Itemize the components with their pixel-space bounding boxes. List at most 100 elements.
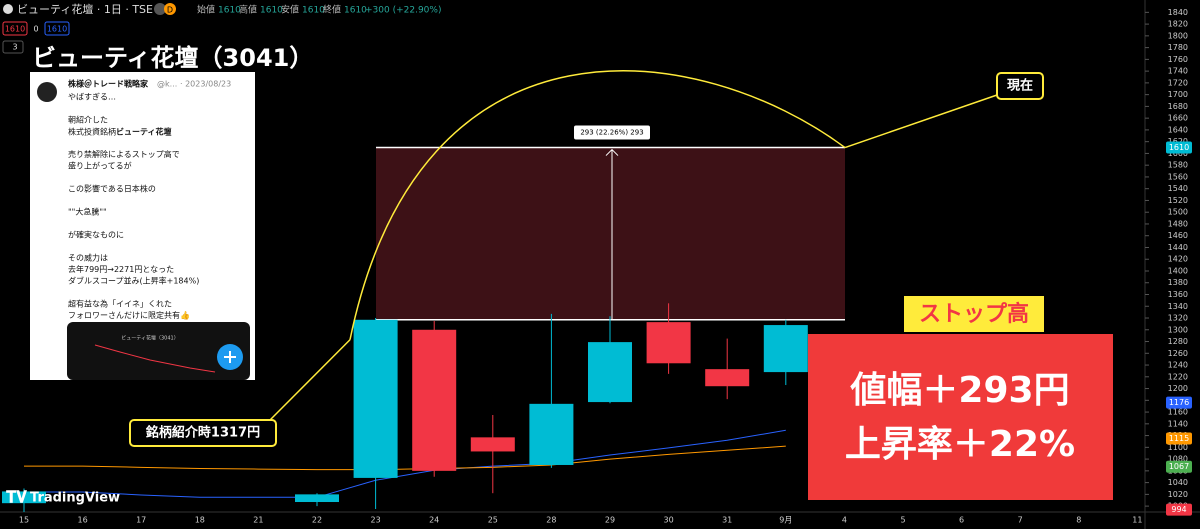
indicator-box (2, 40, 24, 54)
arc (349, 70, 846, 340)
candle-body (2, 491, 46, 504)
x-tick-label: 15 (19, 516, 29, 525)
y-tick-label: 1740 (1168, 67, 1188, 76)
price-badge (1166, 396, 1192, 409)
ma-line (24, 429, 786, 498)
arrow-head (605, 148, 619, 156)
y-tick-label: 1200 (1168, 384, 1188, 393)
tweet-line: やばすぎる… (68, 92, 116, 102)
badge-dot (164, 3, 176, 15)
x-tick-label: 29 (605, 516, 615, 525)
ohlc-label: 終値 (323, 4, 341, 16)
x-tick-label: 4 (842, 516, 847, 525)
y-tick-label: 1780 (1168, 43, 1188, 52)
x-tick-label: 6 (959, 516, 964, 525)
y-tick-label: 1680 (1168, 102, 1188, 111)
y-tick-label: 1760 (1168, 55, 1188, 64)
price-badge (1166, 432, 1192, 445)
y-tick-label: 1320 (1168, 314, 1188, 323)
tweet-body: やばすぎる… 朝紹介した株式投資銘柄ビューティ花壇売り禁解除によるストップ高で盛り… (68, 92, 199, 321)
intro-label: 銘柄紹介時1317円 (146, 425, 260, 441)
indicators: 3 (12, 43, 17, 52)
title: ビューティ花壇（3041） (32, 44, 313, 72)
candle-body (412, 329, 457, 471)
thumb-title: ビューティ花壇（3041） (121, 335, 178, 342)
x-tick-label: 9月 (779, 516, 792, 525)
y-tick-label: 1220 (1168, 372, 1188, 381)
y-tick-label: 1100 (1168, 443, 1188, 452)
y-tick-label: 1580 (1168, 161, 1188, 170)
x-tick-label: 28 (546, 516, 556, 525)
stop-high-label: ストップ高 (919, 301, 1029, 327)
candle-body (705, 369, 750, 387)
tweet-segment: 株式投資銘柄 (68, 126, 116, 136)
y-tick-label: 1160 (1168, 408, 1188, 417)
thumb-line (94, 344, 216, 373)
ohlc-value: 1610 (260, 6, 283, 16)
tweet-line: ダブルスコープ並み(上昇率+184%) (68, 276, 199, 286)
stop-high-box (904, 296, 1044, 332)
ask-box (44, 21, 70, 36)
candle-body (588, 342, 632, 403)
bid-box (2, 21, 28, 36)
y-tick-label: 1240 (1168, 361, 1188, 370)
ohlc-label: 高値 (239, 4, 257, 16)
x-tick-label: 31 (722, 516, 732, 525)
ohlc-label: 安値 (281, 4, 299, 16)
pointer (844, 94, 998, 149)
ohlc-value: 1610 (344, 6, 367, 16)
candle-body (529, 403, 574, 465)
tweet-segment: ビューティ花壇 (116, 126, 172, 136)
candle-body (646, 322, 691, 364)
rate-label: 上昇率＋22% (845, 424, 1075, 465)
x-tick-label: 7 (1018, 516, 1023, 525)
candle-body (470, 437, 515, 452)
plus (224, 351, 236, 363)
y-tick-label: 1420 (1168, 255, 1188, 264)
tweet-line: この影響である日本株の (68, 184, 156, 194)
badge-dot (154, 3, 166, 15)
bid: 1610 (5, 25, 25, 34)
y-tick-label: 1140 (1168, 419, 1188, 428)
y-tick-label: 1440 (1168, 243, 1188, 252)
spread: 0 (33, 25, 38, 34)
x-tick-label: 30 (664, 516, 674, 525)
ohlc-value: 1610 (218, 6, 241, 16)
now-box (996, 72, 1044, 100)
y-tick-label: 1840 (1168, 8, 1188, 17)
plot: 1000102010401060108011001120114011601180… (2, 8, 1192, 525)
tweet-line: 超有益な為「イイネ」くれた (68, 299, 172, 309)
price-badge (1166, 503, 1192, 516)
tweet-line: ""大急騰"" (68, 207, 107, 217)
y-tick-label: 1800 (1168, 31, 1188, 40)
x-tick-label: 16 (78, 516, 88, 525)
y-tick-label: 1040 (1168, 478, 1188, 487)
y-tick-label: 1500 (1168, 208, 1188, 217)
x-tick-label: 25 (488, 516, 498, 525)
y-tick-label: 1540 (1168, 184, 1188, 193)
y-tick-label: 1480 (1168, 219, 1188, 228)
y-tick-label: 1640 (1168, 125, 1188, 134)
price-badge-label: 1067 (1169, 462, 1189, 471)
x-tick-label: 11 (1132, 516, 1142, 525)
range-label-box (574, 125, 650, 140)
y-tick-label: 1520 (1168, 196, 1188, 205)
y-tick-label: 1400 (1168, 266, 1188, 275)
gain-label: 値幅＋293円 (849, 370, 1069, 411)
tweet-line: 去年799円→2271円となった (68, 264, 174, 274)
ask: 1610 (47, 25, 67, 34)
x-tick-label: 8 (1076, 516, 1081, 525)
y-tick-label: 1080 (1168, 455, 1188, 464)
y-tick-label: 1020 (1168, 490, 1188, 499)
price-badge-label: 1115 (1169, 434, 1189, 443)
ohlc-value: 1610 (302, 6, 325, 16)
tweet-handle: @k... (157, 80, 177, 89)
logo-mark: 𝐓𝐕 (6, 488, 27, 507)
candle-body (763, 325, 808, 373)
y-tick-label: 1300 (1168, 325, 1188, 334)
y-tick-label: 1700 (1168, 90, 1188, 99)
x-tick-label: 17 (136, 516, 146, 525)
x-tick-label: 23 (371, 516, 381, 525)
